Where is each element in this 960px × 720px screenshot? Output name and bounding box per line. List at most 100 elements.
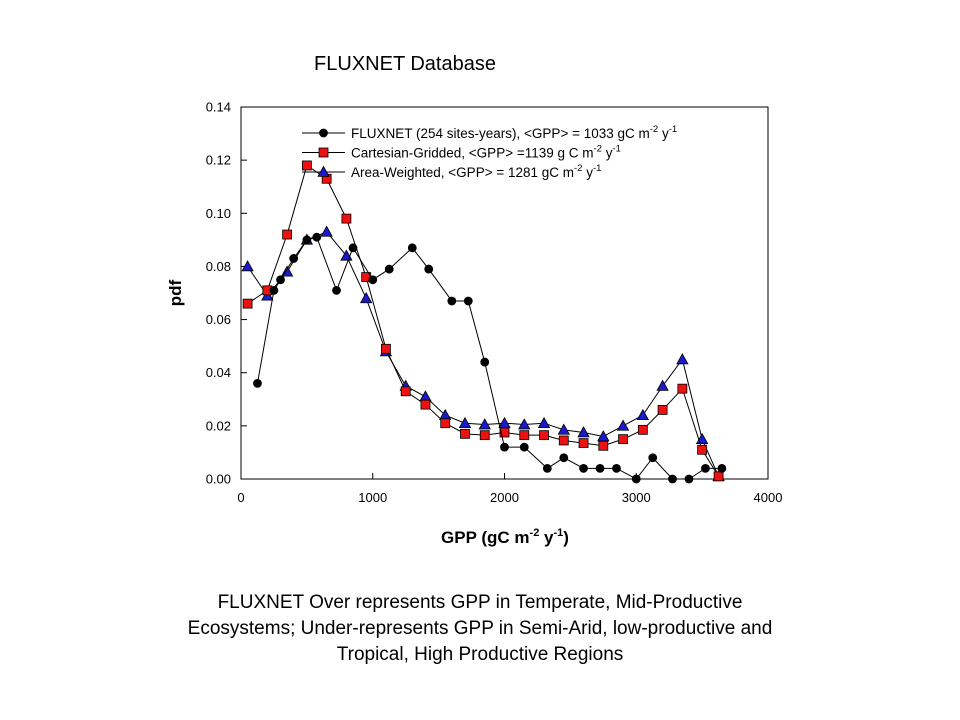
y-tick-label: 0.10 [206, 206, 231, 221]
data-point-triangle [537, 416, 551, 429]
y-tick-label: 0.14 [206, 100, 231, 115]
x-axis-label-sup1: -2 [530, 527, 540, 539]
data-point-circle [348, 243, 358, 253]
legend: FLUXNET (254 sites-years), <GPP> = 1033 … [302, 124, 677, 180]
data-point-square [578, 438, 589, 449]
series-triangle [241, 225, 725, 482]
caption-line-2: Ecosystems; Under-represents GPP in Semi… [187, 618, 773, 639]
data-point-square [657, 405, 668, 415]
x-tick-label: 1000 [358, 490, 387, 505]
x-tick-label: 2000 [490, 490, 519, 505]
data-point-circle [289, 254, 299, 263]
data-point-circle [332, 285, 341, 295]
series-circle [253, 232, 727, 484]
data-point-triangle [616, 419, 630, 431]
x-axis-label-pre: GPP (gC m [441, 528, 529, 547]
x-axis-label: GPP (gC m-2 y-1) [441, 527, 569, 547]
caption: FLUXNET Over represents GPP in Temperate… [130, 590, 830, 668]
data-point-square [539, 430, 549, 441]
x-tick-label: 4000 [754, 490, 783, 505]
data-point-square [479, 430, 490, 441]
data-point-triangle [478, 418, 491, 430]
legend-label: FLUXNET (254 sites-years), <GPP> = 1033 … [351, 124, 677, 141]
data-point-circle [447, 296, 457, 306]
x-axis-label-post: ) [563, 528, 569, 547]
legend-marker-triangle [317, 165, 330, 177]
data-point-square [242, 298, 253, 309]
data-point-triangle [518, 418, 531, 430]
data-point-circle [519, 442, 529, 452]
data-point-circle [480, 357, 490, 367]
data-point-circle [684, 474, 694, 484]
data-point-circle [648, 453, 658, 463]
data-point-square [460, 428, 470, 439]
x-axis-label-sup2: -1 [554, 527, 564, 539]
legend-label: Cartesian-Gridded, <GPP> =1139 g C m-2 y… [351, 144, 621, 161]
data-point-triangle [656, 379, 669, 391]
data-point-circle [701, 463, 710, 473]
data-point-square [677, 383, 688, 394]
data-point-circle [595, 463, 605, 473]
data-point-circle [269, 285, 279, 295]
data-point-circle [384, 264, 394, 274]
data-point-square [499, 427, 510, 438]
data-point-square [282, 229, 293, 240]
data-point-triangle [498, 416, 511, 429]
y-tick-label: 0.00 [206, 472, 231, 487]
data-point-circle [668, 474, 677, 484]
data-point-square [420, 399, 431, 410]
data-point-square [618, 434, 628, 445]
data-point-square [301, 160, 312, 171]
x-tick-label: 0 [237, 490, 244, 505]
chart-title: FLUXNET Database [314, 53, 496, 75]
y-axis-label: pdf [166, 279, 185, 306]
data-point-circle [579, 463, 588, 473]
y-tick-label: 0.12 [206, 153, 231, 168]
series-line-square [247, 164, 720, 477]
data-point-square [713, 471, 724, 482]
data-point-circle [368, 275, 378, 285]
legend-label: Area-Weighted, <GPP> = 1281 gC m-2 y-1 [351, 163, 601, 180]
x-tick-label: 3000 [622, 490, 651, 505]
caption-line-1: FLUXNET Over represents GPP in Temperate… [217, 592, 743, 613]
data-point-circle [276, 275, 285, 285]
data-point-triangle [419, 390, 432, 402]
y-tick-label: 0.06 [206, 312, 231, 327]
data-point-triangle [557, 423, 570, 435]
x-axis-label-mid: y [539, 528, 554, 547]
data-point-square [637, 424, 648, 435]
data-point-square [519, 430, 530, 441]
data-point-triangle [458, 416, 472, 429]
data-point-circle [302, 235, 312, 245]
data-point-circle [312, 232, 322, 242]
series-line-circle [256, 236, 722, 480]
data-point-square [558, 435, 569, 446]
series-square [242, 160, 724, 482]
data-point-circle [424, 264, 434, 274]
data-point-circle [542, 463, 552, 473]
y-tick-label: 0.08 [206, 259, 231, 274]
legend-marker-square [318, 147, 329, 158]
data-point-circle [612, 463, 621, 473]
data-point-triangle [241, 260, 254, 272]
caption-line-3: Tropical, High Productive Regions [336, 644, 624, 665]
data-point-circle [463, 296, 473, 306]
data-point-square [381, 343, 391, 354]
data-point-circle [631, 474, 641, 484]
data-point-square [341, 213, 352, 224]
data-point-circle [407, 243, 417, 253]
data-point-circle [559, 453, 569, 463]
legend-marker-circle [319, 128, 328, 138]
data-point-square [697, 444, 708, 455]
y-tick-label: 0.04 [206, 365, 231, 380]
data-point-triangle [359, 291, 373, 304]
plot-area: 0.00 0.02 0.04 0.06 0.08 0.10 0.12 0.14 0 1000 200… [206, 100, 783, 506]
data-point-triangle [577, 426, 590, 438]
data-point-square [440, 418, 451, 429]
y-tick-label: 0.02 [206, 418, 231, 433]
data-point-circle [253, 378, 262, 388]
data-point-circle [717, 463, 727, 473]
data-point-triangle [676, 353, 689, 365]
data-point-triangle [636, 408, 650, 421]
